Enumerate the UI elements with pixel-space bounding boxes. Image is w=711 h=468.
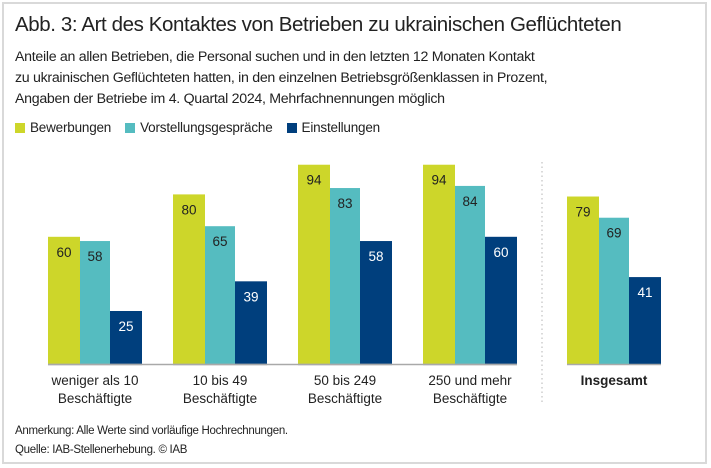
data-label: 41	[637, 285, 652, 300]
subtitle-line: Angaben der Betriebe im 4. Quartal 2024,…	[15, 91, 445, 107]
data-label: 58	[87, 249, 102, 264]
bar	[110, 311, 142, 364]
data-label: 58	[368, 249, 383, 264]
source-note: Quelle: IAB-Stellenerhebung. © IAB	[15, 444, 188, 456]
data-label: 25	[118, 319, 133, 334]
legend-label: Bewerbungen	[30, 120, 112, 135]
bar	[485, 236, 517, 364]
bar	[205, 226, 235, 364]
category-label: 10 bis 49	[193, 373, 248, 388]
legend: Bewerbungen Vorstellungsgespräche Einste…	[15, 120, 380, 135]
category-label: 250 und mehr	[428, 373, 512, 388]
bar	[235, 281, 267, 364]
legend-swatch	[125, 122, 136, 133]
bar	[80, 241, 110, 364]
bar	[48, 236, 80, 364]
data-label: 79	[575, 205, 590, 220]
bar	[629, 277, 661, 364]
subtitle-line: zu ukrainischen Geflüchteten hatten, in …	[15, 70, 548, 86]
legend-swatch	[286, 122, 297, 133]
category-label: 50 bis 249	[314, 373, 376, 388]
chart-subtitle: Anteile an allen Betrieben, die Personal…	[15, 47, 548, 110]
bar	[298, 164, 330, 364]
data-label: 84	[462, 194, 478, 209]
data-label: 39	[243, 289, 258, 304]
category-label: Beschäftigte	[58, 391, 132, 406]
legend-item-vorstellungsgespraeche: Vorstellungsgespräche	[125, 120, 273, 135]
legend-label: Einstellungen	[301, 120, 381, 135]
bar	[599, 217, 629, 364]
legend-label: Vorstellungsgespräche	[140, 120, 273, 135]
remark-note: Anmerkung: Alle Werte sind vorläufige Ho…	[15, 425, 288, 437]
category-label: Beschäftigte	[308, 391, 382, 406]
chart-frame	[2, 2, 707, 464]
legend-swatch	[15, 122, 25, 133]
data-label: 83	[337, 196, 352, 211]
legend-item-bewerbungen: Bewerbungen	[15, 120, 111, 135]
category-label: Beschäftigte	[433, 391, 507, 406]
chart-title: Abb. 3: Art des Kontaktes von Betrieben …	[15, 13, 622, 36]
data-label: 80	[181, 202, 196, 217]
data-label: 65	[212, 234, 227, 249]
data-label: 94	[431, 173, 447, 188]
bar	[330, 188, 360, 364]
legend-item-einstellungen: Einstellungen	[286, 120, 381, 135]
data-label: 94	[306, 173, 322, 188]
data-label: 60	[56, 245, 71, 260]
bar	[173, 194, 205, 364]
category-label: weniger als 10	[50, 373, 138, 388]
bar	[360, 241, 392, 364]
data-label: 60	[493, 245, 508, 260]
category-label: Beschäftigte	[183, 391, 257, 406]
bar	[455, 185, 485, 364]
category-label: Insgesamt	[581, 373, 648, 388]
bar	[567, 196, 599, 364]
data-label: 69	[606, 226, 621, 241]
bar	[423, 164, 455, 364]
subtitle-line: Anteile an allen Betrieben, die Personal…	[15, 49, 535, 65]
